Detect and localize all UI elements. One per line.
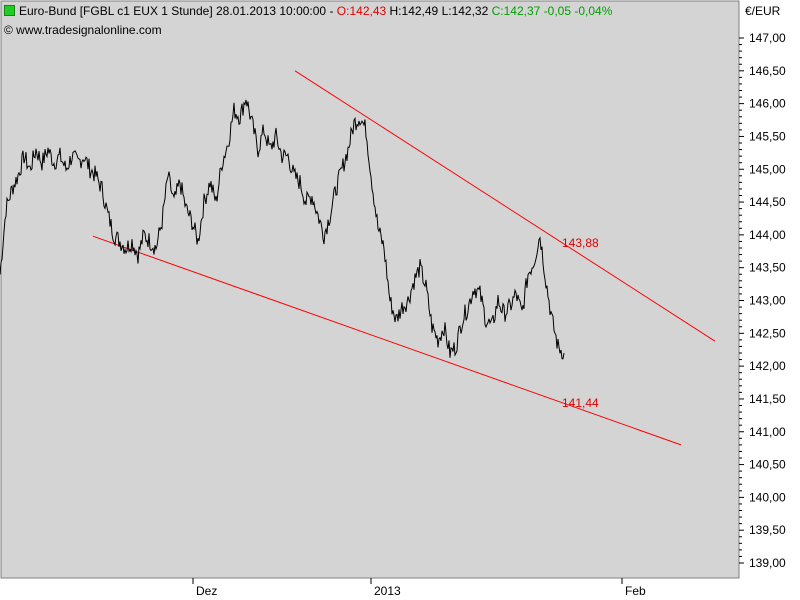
- close-value: C:142,37: [491, 4, 541, 18]
- y-tick-label: 141,00: [749, 425, 786, 439]
- high-value: H:142,49: [389, 4, 439, 18]
- watermark: © www.tradesignalonline.com: [4, 23, 162, 37]
- x-axis: Dez 2013 Feb: [192, 578, 646, 598]
- x-tick-label: 2013: [374, 584, 401, 598]
- price-annotation: 143,88: [562, 236, 599, 250]
- open-value: O:142,43: [336, 4, 387, 18]
- trend-line[interactable]: [294, 70, 716, 342]
- y-tick-label: 147,00: [749, 31, 786, 45]
- y-tick-label: 143,00: [749, 294, 786, 308]
- change-value: -0,05: [543, 4, 572, 18]
- instrument-label: Euro-Bund [FGBL c1 EUX 1 Stunde] 28.01.2…: [19, 4, 327, 18]
- y-tick-label: 142,50: [749, 326, 786, 340]
- x-tick-label: Dez: [196, 584, 217, 598]
- y-tick-label: 146,00: [749, 97, 786, 111]
- x-tick-label: Feb: [625, 584, 646, 598]
- currency-label: €/EUR: [745, 4, 781, 18]
- y-tick-label: 146,50: [749, 64, 786, 78]
- trend-lines[interactable]: [92, 70, 716, 446]
- y-tick-label: 143,50: [749, 261, 786, 275]
- change-pct-value: -0,04%: [574, 4, 613, 18]
- chart-header: Euro-Bund [FGBL c1 EUX 1 Stunde] 28.01.2…: [4, 3, 612, 19]
- y-tick-label: 139,00: [749, 556, 786, 570]
- price-annotation: 141,44: [562, 396, 599, 410]
- price-line: [0, 99, 565, 360]
- y-tick-label: 140,50: [749, 458, 786, 472]
- annotations: 143,88 141,44: [562, 236, 599, 410]
- y-tick-label: 139,50: [749, 523, 786, 537]
- y-tick-label: 140,00: [749, 490, 786, 504]
- y-tick-label: 145,50: [749, 129, 786, 143]
- series-color-icon: [4, 5, 15, 16]
- y-tick-label: 142,00: [749, 359, 786, 373]
- plot-background: [0, 0, 740, 579]
- low-value: L:142,32: [441, 4, 489, 18]
- y-tick-label: 145,00: [749, 162, 786, 176]
- trend-line[interactable]: [92, 235, 682, 446]
- y-tick-label: 141,50: [749, 392, 786, 406]
- y-tick-label: 144,00: [749, 228, 786, 242]
- y-tick-label: 144,50: [749, 195, 786, 209]
- price-series: [0, 99, 565, 360]
- y-axis: 147,00 146,50 146,00 145,50 145,00 144,50 144,…: [739, 31, 786, 570]
